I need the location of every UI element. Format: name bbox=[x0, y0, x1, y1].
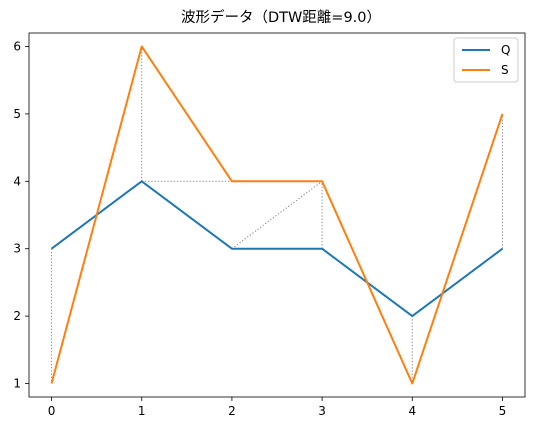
y-axis: 1 2 3 4 5 6 bbox=[13, 39, 29, 391]
legend-label-q: Q bbox=[501, 43, 510, 57]
x-tick-label: 2 bbox=[228, 404, 236, 418]
alignment-lines bbox=[51, 46, 503, 384]
series-lines bbox=[50, 45, 504, 385]
x-tick-label: 4 bbox=[408, 404, 416, 418]
legend: QS bbox=[453, 37, 519, 83]
y-tick-label: 3 bbox=[13, 242, 21, 256]
y-tick-label: 1 bbox=[13, 377, 21, 391]
chart-title: 波形データ（DTW距離=9.0） bbox=[181, 8, 381, 26]
y-tick-label: 6 bbox=[13, 39, 21, 53]
x-tick-label: 5 bbox=[499, 404, 507, 418]
y-tick-label: 4 bbox=[13, 174, 21, 188]
y-tick-label: 5 bbox=[13, 107, 21, 121]
series-line-q bbox=[50, 180, 504, 318]
y-tick-label: 2 bbox=[13, 309, 21, 323]
legend-label-s: S bbox=[501, 63, 509, 77]
alignment-line-3 bbox=[231, 180, 323, 250]
x-tick-label: 0 bbox=[48, 404, 56, 418]
series-line-s bbox=[50, 45, 504, 385]
x-tick-label: 1 bbox=[138, 404, 146, 418]
x-axis: 0 1 2 3 4 5 bbox=[48, 397, 507, 418]
plot-frame bbox=[28, 32, 526, 398]
x-tick-label: 3 bbox=[318, 404, 326, 418]
